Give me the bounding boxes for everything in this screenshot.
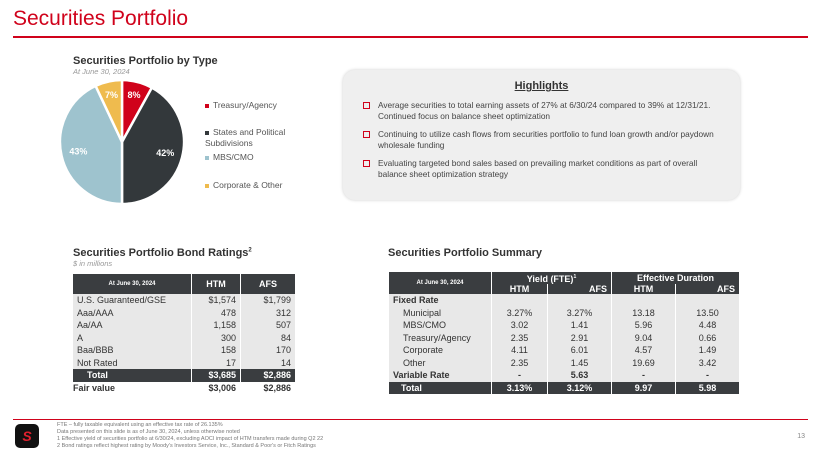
checkbox-bullet-icon xyxy=(363,160,370,167)
highlight-item: Evaluating targeted bond sales based on … xyxy=(363,158,720,180)
bond-ratings-section: Securities Portfolio Bond Ratings2 $ in … xyxy=(73,247,296,394)
table-row: Corporate 4.11 6.01 4.57 1.49 xyxy=(389,344,739,357)
table-row: U.S. Guaranteed/GSE $1,574 $1,799 xyxy=(73,294,295,307)
highlight-text: Continuing to utilize cash flows from se… xyxy=(378,129,714,150)
highlight-text: Average securities to total earning asse… xyxy=(378,100,711,121)
portfolio-summary-table: At June 30, 2024 Yield (FTE)1 Effective … xyxy=(388,272,740,394)
pie-title: Securities Portfolio by Type xyxy=(73,55,218,67)
pie-slice-1 xyxy=(120,85,186,206)
pie-slice-2 xyxy=(58,84,124,206)
table-row: Other 2.35 1.45 19.69 3.42 xyxy=(389,356,739,369)
page-title: Securities Portfolio xyxy=(13,7,189,30)
pie-slice-3 xyxy=(93,80,124,143)
page-number: 13 xyxy=(797,433,805,440)
bond-subtitle: $ in millions xyxy=(73,259,113,268)
table-row: Not Rated 17 14 xyxy=(73,356,295,369)
bond-ratings-table: At June 30, 2024 HTM AFS U.S. Guaranteed/G… xyxy=(72,274,296,394)
checkbox-bullet-icon xyxy=(363,102,370,109)
divider xyxy=(13,36,808,38)
highlight-text: Evaluating targeted bond sales based on … xyxy=(378,158,698,179)
legend-item: Treasury/Agency xyxy=(205,100,295,111)
pie-label: 8% xyxy=(128,90,141,100)
legend-item: MBS/CMO xyxy=(205,152,295,163)
highlights-title: Highlights xyxy=(514,80,569,92)
legend-swatch xyxy=(205,130,209,135)
legend-swatch xyxy=(205,155,209,160)
pie-subtitle: At June 30, 2024 xyxy=(73,67,130,76)
company-logo: S xyxy=(15,424,39,448)
legend-swatch xyxy=(205,183,209,188)
portfolio-summary-section: Securities Portfolio Summary At June 30,… xyxy=(388,247,740,394)
table-row: Baa/BBB 158 170 xyxy=(73,344,295,357)
pie-label: 43% xyxy=(69,147,87,157)
total-row: Total $3,685 $2,886 xyxy=(73,369,295,382)
legend-item: States and Political Subdivisions xyxy=(205,127,286,148)
legend-swatch xyxy=(205,103,209,108)
pie-label: 42% xyxy=(156,148,174,158)
highlights-box: Highlights Average securities to total e… xyxy=(343,70,740,200)
table-row: Treasury/Agency 2.35 2.91 9.04 0.66 xyxy=(389,331,739,344)
divider xyxy=(13,419,808,420)
table-row: Municipal 3.27% 3.27% 13.18 13.50 xyxy=(389,306,739,319)
bond-title: Securities Portfolio Bond Ratings2 xyxy=(73,247,252,259)
pie-label: 7% xyxy=(105,90,118,100)
pie-chart: 8% 42% 43% 7% xyxy=(58,80,186,206)
highlight-item: Continuing to utilize cash flows from se… xyxy=(363,129,720,151)
footnotes: FTE – fully taxable equivalent using an … xyxy=(57,422,324,449)
legend-item: Corporate & Other xyxy=(205,180,295,191)
fair-value-row: Fair value $3,006 $2,886 xyxy=(73,382,291,393)
pie-chart-section: Securities Portfolio by Type At June 30,… xyxy=(55,55,285,206)
table-row: Aaa/AAA 478 312 xyxy=(73,306,295,319)
table-row: Aa/AA 1,158 507 xyxy=(73,319,295,332)
summary-title: Securities Portfolio Summary xyxy=(388,247,543,259)
highlight-item: Average securities to total earning asse… xyxy=(363,100,720,122)
table-row: A 300 84 xyxy=(73,331,295,344)
table-row: MBS/CMO 3.02 1.41 5.96 4.48 xyxy=(389,319,739,332)
checkbox-bullet-icon xyxy=(363,131,370,138)
